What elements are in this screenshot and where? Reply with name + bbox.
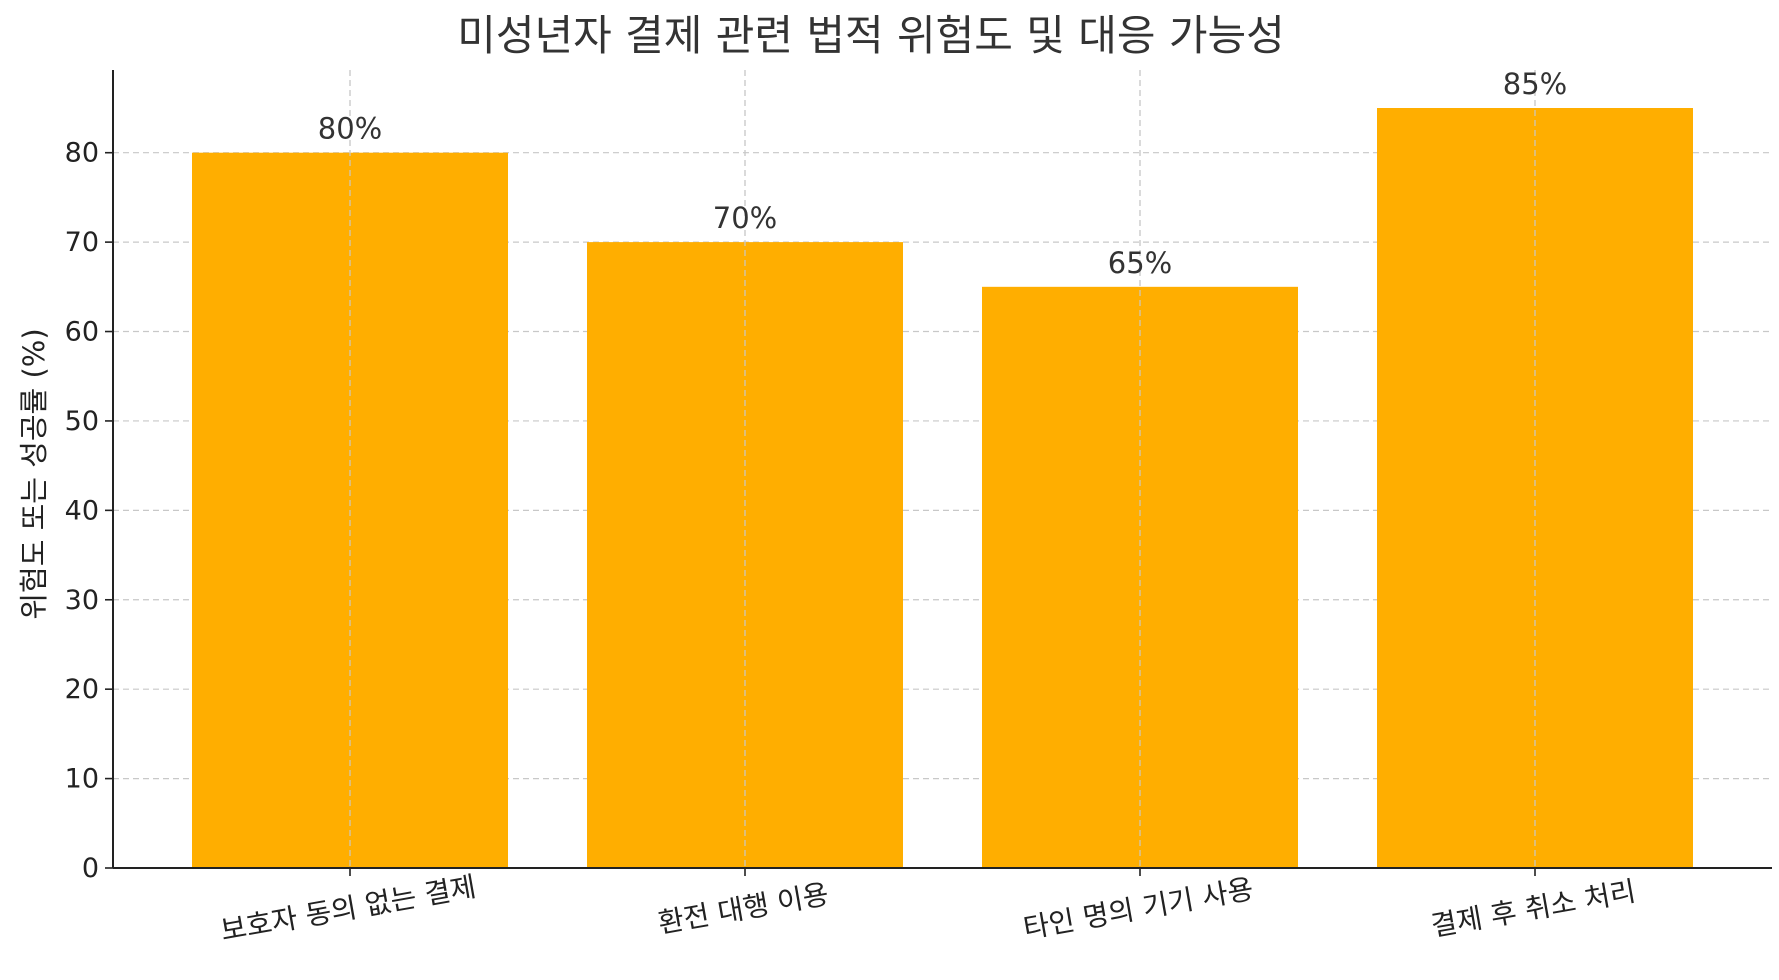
y-axis-label: 위험도 또는 성공률 (%) [17,328,51,619]
y-tick-label: 70 [65,227,99,258]
y-tick-label: 40 [65,495,99,526]
x-tick-label-2: 환전 대행 이용 [656,877,831,939]
data-label-3: 65% [1108,246,1172,280]
data-label-2: 70% [713,201,777,235]
x-tick-label-4: 결제 후 취소 처리 [1429,874,1639,942]
y-tick-label: 80 [65,138,99,169]
bars-layer [192,108,1693,869]
axes-layer [105,70,1772,876]
y-tick-label: 0 [82,853,99,884]
y-tick-label: 30 [65,585,99,616]
y-tick-label: 20 [65,674,99,705]
y-tick-label: 60 [65,317,99,348]
chart-title: 미성년자 결제 관련 법적 위험도 및 대응 가능성 [457,11,1285,60]
data-label-1: 80% [318,112,382,146]
data-label-4: 85% [1503,67,1567,101]
y-tick-label: 10 [65,764,99,795]
x-tick-label-3: 타인 명의 기기 사용 [1021,872,1256,945]
y-tick-label: 50 [65,406,99,437]
x-tick-label-1: 보호자 동의 없는 결제 [218,870,478,947]
